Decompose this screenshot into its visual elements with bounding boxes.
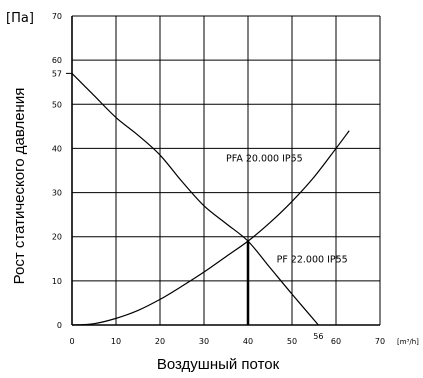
x-tick-label-30: 30 xyxy=(199,337,209,346)
curve-pf-22-000-ip55 xyxy=(71,72,319,326)
curve-pfa-20-000-ip55 xyxy=(71,130,350,326)
grid xyxy=(72,15,381,325)
y-tick-label-70: 70 xyxy=(52,12,62,21)
tick-labels: 0 10 20 30 40 50 60 70 0 10 20 30 40 50 60 70 57 56 xyxy=(52,12,385,346)
x-tick-label-10: 10 xyxy=(111,337,121,346)
series-label-pf-22-000-ip55: PF 22.000 IP55 xyxy=(277,254,348,265)
y-tick-label-20: 20 xyxy=(52,233,62,242)
x-unit-label: [m³/h] xyxy=(397,338,419,346)
y-annotation-label-57: 57 xyxy=(52,69,62,78)
x-tick-label-0: 0 xyxy=(69,337,74,346)
axes xyxy=(71,16,380,326)
series-labels: PF 22.000 IP55 PFA 20.000 IP55 xyxy=(226,154,348,266)
y-unit-label: [Па] xyxy=(6,11,34,26)
y-tick-label-60: 60 xyxy=(52,56,62,65)
y-tick-label-30: 30 xyxy=(52,189,62,198)
y-tick-label-0: 0 xyxy=(57,321,62,330)
series-label-pfa-20-000-ip55: PFA 20.000 IP55 xyxy=(226,154,303,165)
x-annotation-label-56: 56 xyxy=(313,332,323,341)
y-tick-label-10: 10 xyxy=(52,277,62,286)
y-axis-title: Рост статического давления xyxy=(11,88,28,285)
x-tick-label-20: 20 xyxy=(155,337,165,346)
y-tick-label-50: 50 xyxy=(52,100,62,109)
x-tick-label-70: 70 xyxy=(375,337,385,346)
x-tick-label-60: 60 xyxy=(331,337,341,346)
curves xyxy=(71,72,350,326)
x-tick-label-40: 40 xyxy=(243,337,253,346)
x-axis-title: Воздушный поток xyxy=(157,356,280,373)
y-tick-label-40: 40 xyxy=(52,144,62,153)
x-tick-label-50: 50 xyxy=(287,337,297,346)
